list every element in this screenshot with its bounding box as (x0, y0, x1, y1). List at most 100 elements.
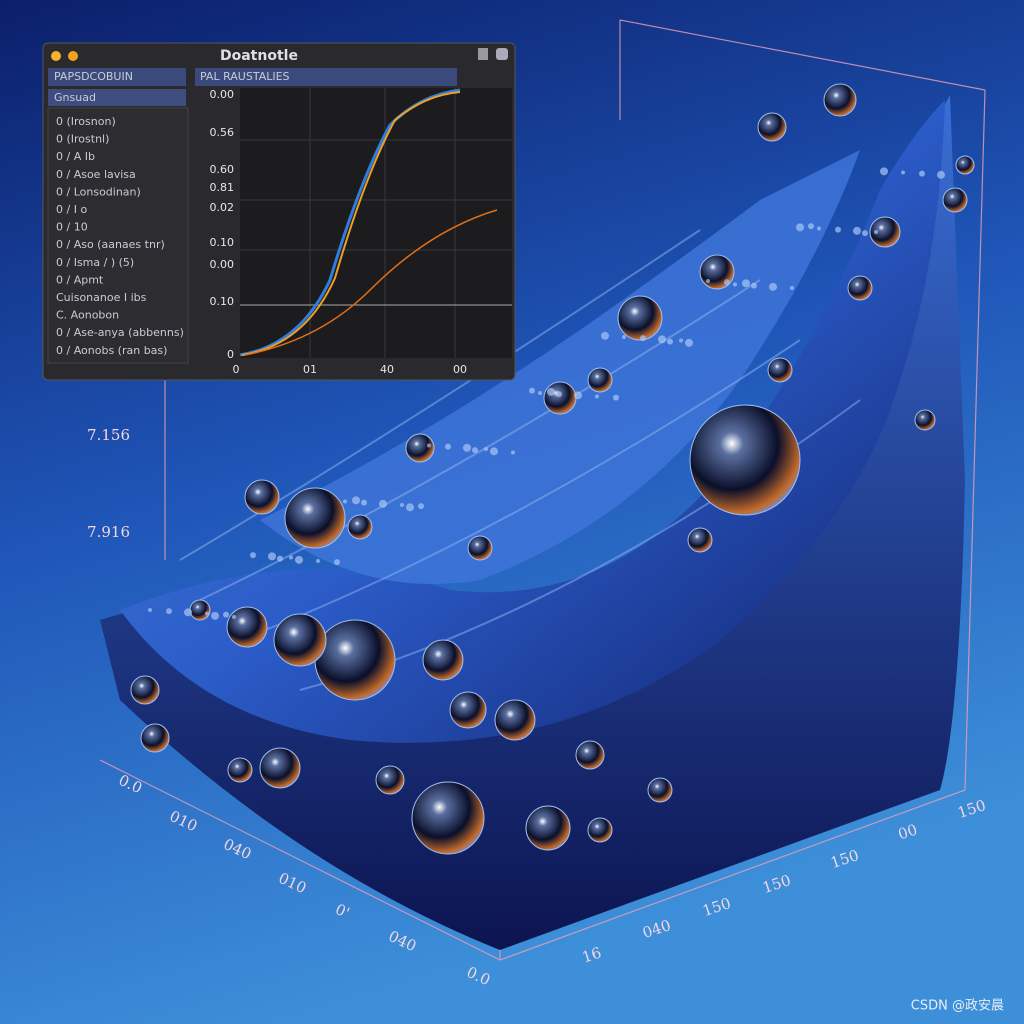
plot-area (240, 88, 512, 358)
droplet (587, 367, 613, 393)
droplet (667, 338, 673, 345)
droplet (647, 777, 673, 803)
axis-label: 7.156 (87, 426, 130, 444)
window-icon[interactable] (478, 48, 488, 60)
droplet (284, 487, 346, 549)
droplet (334, 559, 340, 566)
droplet (494, 699, 536, 741)
sidebar-item[interactable]: 0 (Irostnl) (56, 133, 109, 146)
droplet (211, 611, 219, 620)
droplet (880, 167, 888, 176)
droplet (919, 170, 925, 177)
droplet (314, 619, 396, 701)
plot-curve (244, 209, 498, 356)
droplet (757, 112, 787, 142)
window-button[interactable] (68, 51, 78, 61)
window-title: Doatnotle (220, 48, 298, 64)
droplet (148, 608, 152, 612)
droplet (769, 282, 777, 291)
droplet (724, 279, 730, 286)
x-tick-label: 00 (453, 363, 467, 376)
droplet (575, 740, 605, 770)
droplet (361, 499, 367, 506)
droplet (622, 335, 626, 339)
droplet (250, 552, 256, 559)
toolbar-text: PAL RAUSTALIES (200, 70, 290, 83)
droplet (808, 223, 814, 230)
y-tick-label: 0 (227, 348, 234, 361)
y-tick-label: 0.02 (210, 201, 235, 214)
droplet (316, 559, 320, 563)
sidebar-item[interactable]: 0 / A Ib (56, 150, 95, 163)
droplet (687, 527, 713, 553)
window-icon[interactable] (496, 48, 508, 60)
y-tick-label: 0.56 (210, 126, 235, 139)
droplet (601, 331, 609, 340)
droplet (869, 216, 901, 248)
droplet (574, 391, 582, 400)
droplet (817, 226, 821, 231)
droplet (232, 615, 236, 619)
droplet (751, 282, 757, 289)
x-tick-label: 01 (303, 363, 317, 376)
droplet (166, 608, 172, 615)
droplet (223, 611, 229, 618)
droplet (613, 394, 619, 401)
sidebar-item[interactable]: 0 / Asoe lavisa (56, 168, 136, 181)
droplet (352, 496, 360, 505)
sidebar-item[interactable]: 0 (Irosnon) (56, 115, 116, 128)
sidebar-item[interactable]: 0 / Aso (aanaes tnr) (56, 238, 165, 251)
droplet (862, 230, 868, 237)
toolbar-text: PAPSDCOBUIN (54, 70, 133, 83)
droplet (379, 499, 387, 508)
axis-label: 7.916 (87, 523, 130, 541)
tab[interactable] (48, 89, 186, 106)
droplet (511, 450, 515, 455)
droplet (658, 335, 666, 344)
droplet (277, 555, 283, 562)
sidebar-item[interactable]: 0 / Lonsodinan) (56, 185, 141, 198)
window-button[interactable] (51, 51, 61, 61)
droplet (640, 335, 646, 342)
droplet (955, 155, 975, 175)
sidebar-item[interactable]: Cuisonanoe I ibs (56, 291, 147, 304)
y-tick-label: 0.00 (210, 88, 235, 101)
y-tick-label: 0.00 (210, 258, 235, 271)
droplet (543, 381, 577, 415)
droplet (529, 387, 535, 394)
sidebar-item[interactable]: 0 / 10 (56, 221, 88, 234)
sidebar-item[interactable]: 0 / Isma / ) (5) (56, 256, 134, 269)
droplet (295, 555, 303, 564)
droplet (790, 286, 794, 290)
sidebar-item[interactable]: 0 / Ase-anya (abbenns) (56, 326, 184, 339)
droplet (226, 606, 268, 648)
droplet (427, 443, 431, 448)
plot-curve (241, 91, 461, 356)
x-tick-label: 40 (380, 363, 394, 376)
droplet (587, 817, 613, 843)
droplet (914, 409, 936, 431)
sidebar-item[interactable]: 0 / Aonobs (ran bas) (56, 344, 167, 357)
sidebar-item[interactable]: 0 / I o (56, 203, 87, 216)
bounding-box (99, 19, 986, 961)
y-tick-label: 0.10 (210, 236, 235, 249)
droplet (706, 279, 710, 283)
droplet (227, 757, 253, 783)
toolbar-field[interactable] (48, 68, 186, 86)
droplet (937, 170, 945, 179)
droplet (184, 608, 192, 617)
droplet (343, 499, 347, 504)
droplet (375, 765, 405, 795)
y-tick-label: 0.60 (210, 163, 235, 176)
toolbar-field[interactable] (195, 68, 457, 86)
droplet (273, 613, 327, 667)
droplet (130, 675, 160, 705)
droplet (418, 503, 424, 510)
sidebar-item[interactable]: C. Aonobon (56, 309, 119, 322)
droplet (259, 747, 301, 789)
sidebar-item[interactable]: 0 / Apmt (56, 273, 104, 286)
axis-label: 16 (580, 944, 604, 967)
y-tick-label: 0.10 (210, 295, 235, 308)
droplet (411, 781, 485, 855)
